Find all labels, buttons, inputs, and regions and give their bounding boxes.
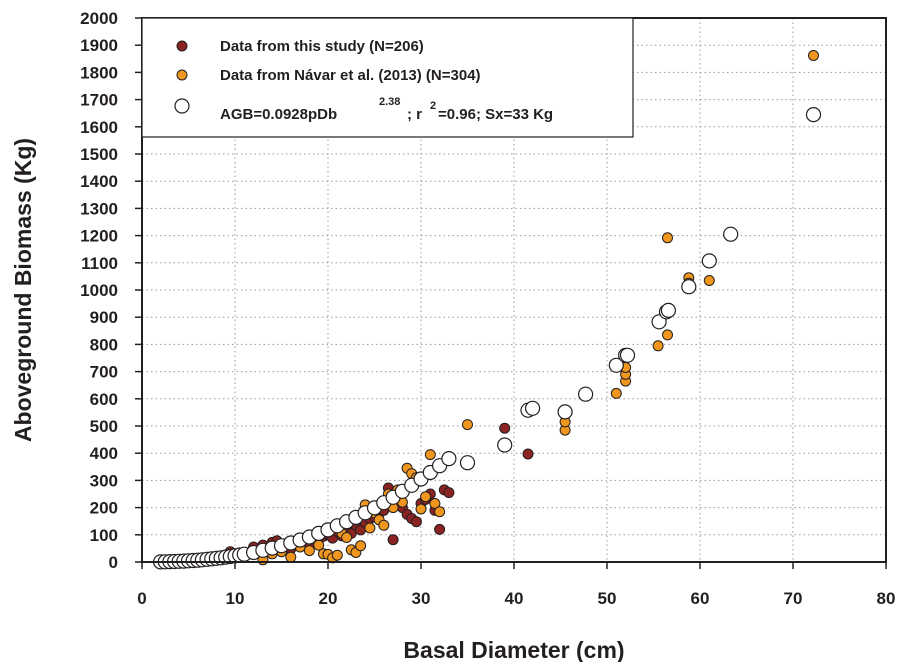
x-tick-label: 50 (598, 589, 617, 608)
legend-label-this-study: Data from this study (N=206) (220, 38, 424, 55)
data-point (500, 423, 510, 433)
data-point (411, 517, 421, 527)
data-point (724, 227, 738, 241)
data-point (704, 276, 714, 286)
x-tick-label: 0 (137, 589, 146, 608)
y-tick-label: 1900 (80, 36, 118, 55)
legend-label-model-r: ; r (407, 106, 422, 123)
data-point (332, 550, 342, 560)
data-point (463, 420, 473, 430)
y-axis-title: Aboveground Biomass (Kg) (10, 138, 36, 442)
y-tick-label: 900 (90, 308, 118, 327)
data-point (442, 452, 456, 466)
data-point (342, 533, 352, 543)
legend-label-model-exponent: 2.38 (379, 96, 400, 108)
y-tick-label: 100 (90, 526, 118, 545)
y-tick-label: 1500 (80, 145, 118, 164)
legend-marker-model (175, 99, 189, 113)
y-tick-label: 1400 (80, 172, 118, 191)
y-tick-label: 400 (90, 444, 118, 463)
data-point (365, 523, 375, 533)
data-point (388, 535, 398, 545)
x-tick-label: 80 (877, 589, 896, 608)
data-point (435, 507, 445, 517)
x-axis-title: Basal Diameter (cm) (403, 637, 624, 662)
y-tick-label: 1200 (80, 227, 118, 246)
data-point (653, 341, 663, 351)
y-tick-label: 1300 (80, 199, 118, 218)
legend-label-model-stats: =0.96; Sx=33 Kg (438, 106, 553, 123)
data-point (663, 330, 673, 340)
data-point (702, 254, 716, 268)
data-point (663, 233, 673, 243)
x-tick-label: 70 (784, 589, 803, 608)
data-point (621, 348, 635, 362)
data-point (286, 552, 296, 562)
legend-label-model: AGB=0.0928pDb (220, 106, 337, 123)
x-tick-label: 40 (505, 589, 524, 608)
data-point (435, 524, 445, 534)
data-point (421, 492, 431, 502)
x-tick-label: 20 (319, 589, 338, 608)
y-tick-label: 200 (90, 499, 118, 518)
data-point (444, 488, 454, 498)
y-tick-label: 1700 (80, 91, 118, 110)
data-point (809, 51, 819, 61)
y-tick-label: 2000 (80, 9, 118, 28)
legend-label-navar: Data from Návar et al. (2013) (N=304) (220, 67, 481, 84)
data-point (379, 520, 389, 530)
data-point (523, 449, 533, 459)
legend: Data from this study (N=206) Data from N… (142, 18, 633, 137)
data-point (661, 303, 675, 317)
data-point (498, 438, 512, 452)
y-tick-label: 1600 (80, 118, 118, 137)
y-tick-label: 600 (90, 390, 118, 409)
data-point (682, 280, 696, 294)
y-tick-label: 1100 (81, 254, 118, 273)
y-tick-label: 700 (90, 363, 118, 382)
legend-marker-navar (177, 70, 187, 80)
x-tick-label: 30 (412, 589, 431, 608)
legend-marker-this-study (177, 41, 187, 51)
x-tick-label: 10 (226, 589, 245, 608)
y-tick-label: 800 (90, 335, 118, 354)
data-point (461, 456, 475, 470)
data-point (611, 388, 621, 398)
data-point (807, 108, 821, 122)
x-tick-label: 60 (691, 589, 710, 608)
legend-label-model-r-exponent: 2 (430, 100, 436, 112)
y-tick-label: 500 (90, 417, 118, 436)
data-point (304, 546, 314, 556)
data-point (579, 387, 593, 401)
data-point (558, 405, 572, 419)
y-tick-label: 0 (109, 553, 118, 572)
y-tick-label: 300 (90, 471, 118, 490)
data-point (356, 541, 366, 551)
data-point (425, 450, 435, 460)
y-tick-label: 1000 (80, 281, 118, 300)
data-point (416, 504, 426, 514)
data-point (526, 401, 540, 415)
y-tick-label: 1800 (80, 63, 118, 82)
